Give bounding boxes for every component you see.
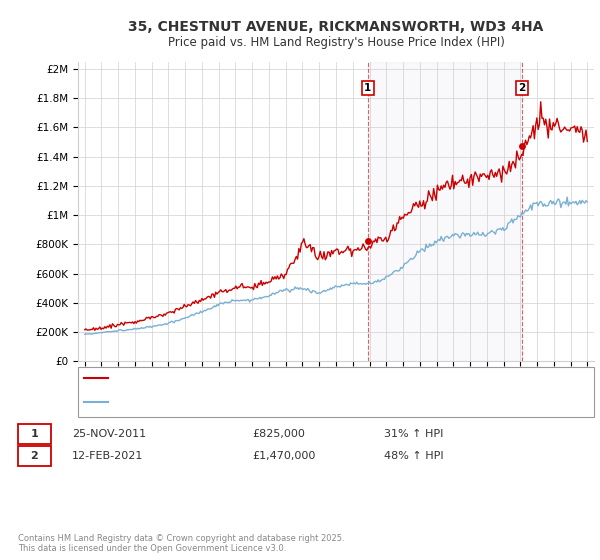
Text: 35, CHESTNUT AVENUE, RICKMANSWORTH, WD3 4HA (detached house): 35, CHESTNUT AVENUE, RICKMANSWORTH, WD3 …	[114, 373, 464, 383]
Bar	[368, 62, 522, 361]
Text: Price paid vs. HM Land Registry's House Price Index (HPI): Price paid vs. HM Land Registry's House …	[167, 36, 505, 49]
Text: 35, CHESTNUT AVENUE, RICKMANSWORTH, WD3 4HA: 35, CHESTNUT AVENUE, RICKMANSWORTH, WD3 …	[128, 20, 544, 34]
Text: £825,000: £825,000	[252, 429, 305, 439]
Text: 48% ↑ HPI: 48% ↑ HPI	[384, 451, 443, 461]
Text: HPI: Average price, detached house, Three Rivers: HPI: Average price, detached house, Thre…	[114, 397, 356, 407]
Text: 1: 1	[31, 429, 38, 439]
Text: 12-FEB-2021: 12-FEB-2021	[72, 451, 143, 461]
Text: 2: 2	[518, 83, 526, 93]
Text: £1,470,000: £1,470,000	[252, 451, 316, 461]
Text: Contains HM Land Registry data © Crown copyright and database right 2025.
This d: Contains HM Land Registry data © Crown c…	[18, 534, 344, 553]
Text: 25-NOV-2011: 25-NOV-2011	[72, 429, 146, 439]
Text: 1: 1	[364, 83, 371, 93]
Text: 2: 2	[31, 451, 38, 461]
Text: 31% ↑ HPI: 31% ↑ HPI	[384, 429, 443, 439]
